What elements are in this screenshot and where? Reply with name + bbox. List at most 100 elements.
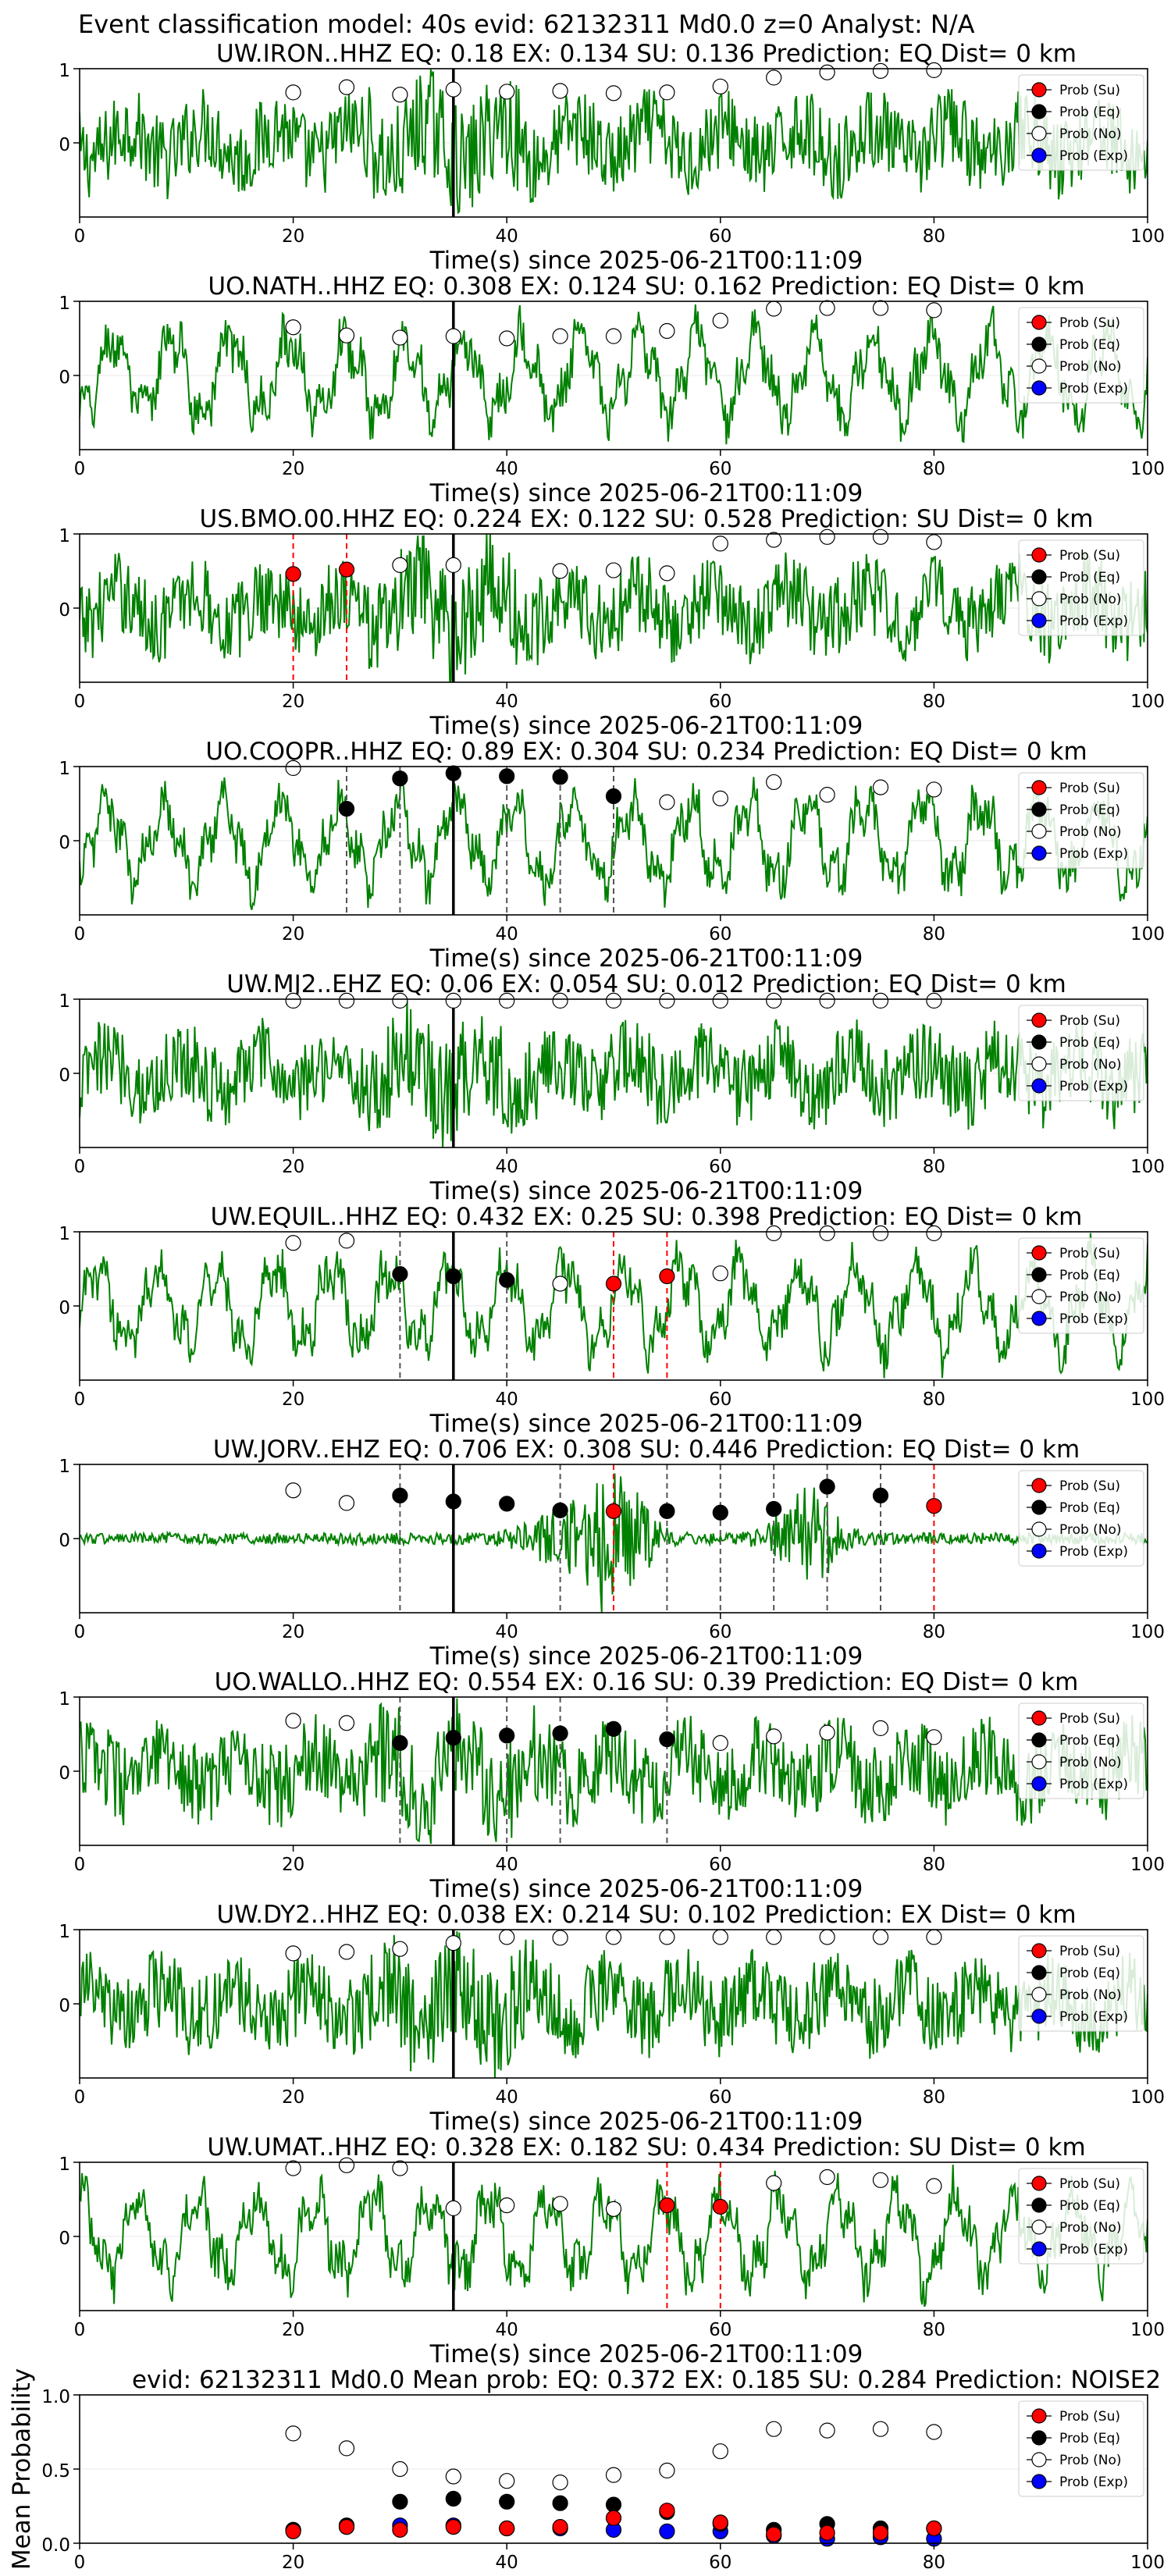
legend-marker [1031, 2452, 1047, 2467]
x-tick-label: 0 [74, 692, 86, 712]
x-tick-label: 20 [282, 2553, 304, 2573]
x-tick-label: 60 [709, 924, 731, 945]
prob-no-marker [338, 1495, 355, 1511]
prob-no-marker [552, 2475, 568, 2491]
panel-title: evid: 62132311 Md0.0 Mean prob: EQ: 0.37… [132, 2366, 1161, 2394]
x-tick-label: 60 [709, 1389, 731, 1410]
panel-title: UW.EQUIL..HHZ EQ: 0.432 EX: 0.25 SU: 0.3… [211, 1203, 1083, 1231]
x-tick-label: 100 [1130, 459, 1165, 479]
prob-no-marker [819, 1724, 835, 1741]
legend-marker [1031, 358, 1047, 374]
legend-entry: Prob (Su) [1059, 2409, 1120, 2425]
x-tick-label: 80 [923, 1157, 945, 1177]
prob-no-marker [872, 300, 889, 316]
legend-entry: Prob (No) [1059, 2453, 1122, 2468]
prob-eq-marker [659, 1503, 675, 1519]
legend-marker [1031, 148, 1047, 163]
legend-entry: Prob (Exp) [1059, 381, 1128, 397]
prob-eq-marker [392, 1266, 408, 1283]
prob-no-marker [285, 2425, 301, 2442]
prob-no-marker [659, 84, 675, 101]
prob-eq-marker [392, 2493, 408, 2510]
x-tick-label: 80 [923, 2320, 945, 2340]
panel-10: UW.UMAT..HHZ EQ: 0.328 EX: 0.182 SU: 0.4… [59, 2133, 1165, 2368]
prob-no-marker [712, 992, 728, 1009]
x-axis-label: Time(s) since 2025-06-21T00:11:09 [429, 945, 863, 973]
figure-suptitle: Event classification model: 40s evid: 62… [78, 9, 975, 39]
legend-entry: Prob (Eq) [1059, 1035, 1120, 1051]
prob-no-marker [392, 87, 408, 103]
panel-11: evid: 62132311 Md0.0 Mean prob: EQ: 0.37… [8, 2366, 1165, 2573]
prob-su-marker [605, 1276, 622, 1292]
y-tick-label: 0 [59, 1066, 70, 1086]
x-tick-label: 60 [709, 459, 731, 479]
x-tick-label: 20 [282, 1622, 304, 1642]
x-tick-label: 80 [923, 1622, 945, 1642]
x-tick-label: 0 [74, 1157, 86, 1177]
prob-no-marker [552, 2196, 568, 2212]
prob-no-marker [926, 1729, 942, 1745]
prob-su-marker [926, 2520, 942, 2537]
y-tick-label: 1 [59, 294, 70, 314]
panel-title: UO.NATH..HHZ EQ: 0.308 EX: 0.124 SU: 0.1… [208, 272, 1084, 301]
legend-entry: Prob (No) [1059, 1755, 1122, 1770]
x-tick-label: 80 [923, 2553, 945, 2573]
legend-marker [1031, 802, 1047, 817]
prob-no-marker [926, 62, 942, 79]
prob-no-marker [285, 84, 301, 101]
prob-no-marker [819, 2422, 835, 2439]
legend-entry: Prob (Su) [1059, 1013, 1120, 1029]
axes-frame [79, 2161, 1148, 2311]
prob-exp-marker [659, 2523, 675, 2539]
prob-no-marker [712, 535, 728, 552]
prob-su-marker [659, 2503, 675, 2519]
prob-no-marker [872, 62, 889, 79]
prob-no-marker [338, 2440, 355, 2457]
legend-marker [1031, 1732, 1047, 1748]
y-tick-label: 1 [59, 526, 70, 546]
prob-eq-marker [392, 770, 408, 787]
prob-no-marker [605, 85, 622, 101]
prob-no-marker [499, 992, 515, 1009]
x-tick-label: 20 [282, 2320, 304, 2340]
prob-no-marker [605, 2467, 622, 2483]
legend-marker [1031, 380, 1047, 396]
prob-no-marker [819, 1225, 835, 1242]
prob-no-marker [659, 992, 675, 1009]
y-tick-label: 0 [59, 1763, 70, 1784]
legend-entry: Prob (Eq) [1059, 1500, 1120, 1516]
x-tick-label: 80 [923, 226, 945, 247]
legend-entry: Prob (No) [1059, 359, 1122, 375]
prob-eq-marker [605, 1720, 622, 1737]
prob-eq-marker [499, 1496, 515, 1512]
legend-entry: Prob (Su) [1059, 1478, 1120, 1494]
y-tick-label: 1 [59, 991, 70, 1012]
x-tick-label: 100 [1130, 226, 1165, 247]
legend-entry: Prob (Exp) [1059, 2475, 1128, 2490]
prob-no-marker [766, 2175, 782, 2191]
prob-no-marker [659, 565, 675, 582]
prob-eq-marker [712, 1504, 728, 1521]
y-tick-label: 0 [59, 1298, 70, 1318]
legend-box [1018, 1935, 1144, 2032]
prob-no-marker [712, 312, 728, 329]
prob-eq-marker [552, 769, 568, 785]
prob-no-marker [766, 2421, 782, 2437]
axes-frame [79, 766, 1148, 916]
y-tick-label: 0 [59, 1996, 70, 2016]
x-tick-label: 20 [282, 2087, 304, 2108]
x-tick-label: 60 [709, 226, 731, 247]
x-tick-label: 100 [1130, 1855, 1165, 1875]
x-tick-label: 100 [1130, 2320, 1165, 2340]
x-tick-label: 100 [1130, 2087, 1165, 2108]
legend-marker [1031, 1710, 1047, 1726]
legend-marker [1031, 547, 1047, 563]
prob-no-marker [338, 1715, 355, 1731]
prob-no-marker [392, 557, 408, 574]
prob-eq-marker [605, 2496, 622, 2513]
prob-no-marker [445, 2468, 461, 2485]
y-tick-label: 1 [59, 61, 70, 81]
prob-no-marker [338, 2157, 355, 2173]
prob-no-marker [445, 2200, 461, 2216]
x-tick-label: 0 [74, 1622, 86, 1642]
